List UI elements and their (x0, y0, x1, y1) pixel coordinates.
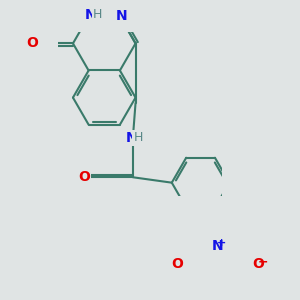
Text: N: N (116, 9, 128, 23)
Text: H: H (93, 8, 102, 21)
Text: N: N (125, 131, 137, 145)
Text: O: O (78, 170, 90, 184)
Text: H: H (134, 131, 143, 144)
Text: N: N (84, 8, 96, 22)
Text: O: O (171, 257, 183, 272)
Text: O: O (26, 36, 38, 50)
Text: O: O (252, 257, 264, 272)
Text: N: N (212, 238, 224, 253)
Text: −: − (257, 255, 268, 268)
Text: +: + (217, 238, 226, 248)
